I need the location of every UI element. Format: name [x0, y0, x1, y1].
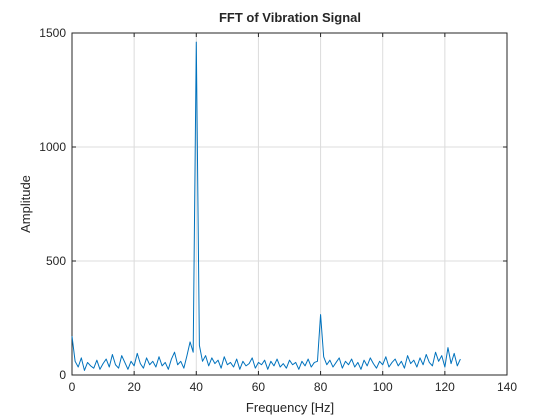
data-line [71, 41, 461, 371]
y-tick-label: 1500 [39, 26, 66, 40]
chart-title: FFT of Vibration Signal [219, 10, 361, 25]
x-tick-label: 40 [190, 380, 204, 394]
x-tick-label: 0 [69, 380, 76, 394]
x-tick-label: 20 [127, 380, 141, 394]
x-tick-label: 140 [497, 380, 517, 394]
x-tick-label: 80 [314, 380, 328, 394]
y-tick-label: 0 [59, 368, 66, 382]
x-tick-label: 120 [435, 380, 455, 394]
x-tick-label: 100 [373, 380, 393, 394]
x-tick-label: 60 [252, 380, 266, 394]
x-axis-label: Frequency [Hz] [246, 400, 334, 415]
y-tick-label: 500 [46, 254, 66, 268]
y-axis-label: Amplitude [18, 175, 33, 233]
y-tick-label: 1000 [39, 140, 66, 154]
plot-frame [71, 32, 508, 376]
